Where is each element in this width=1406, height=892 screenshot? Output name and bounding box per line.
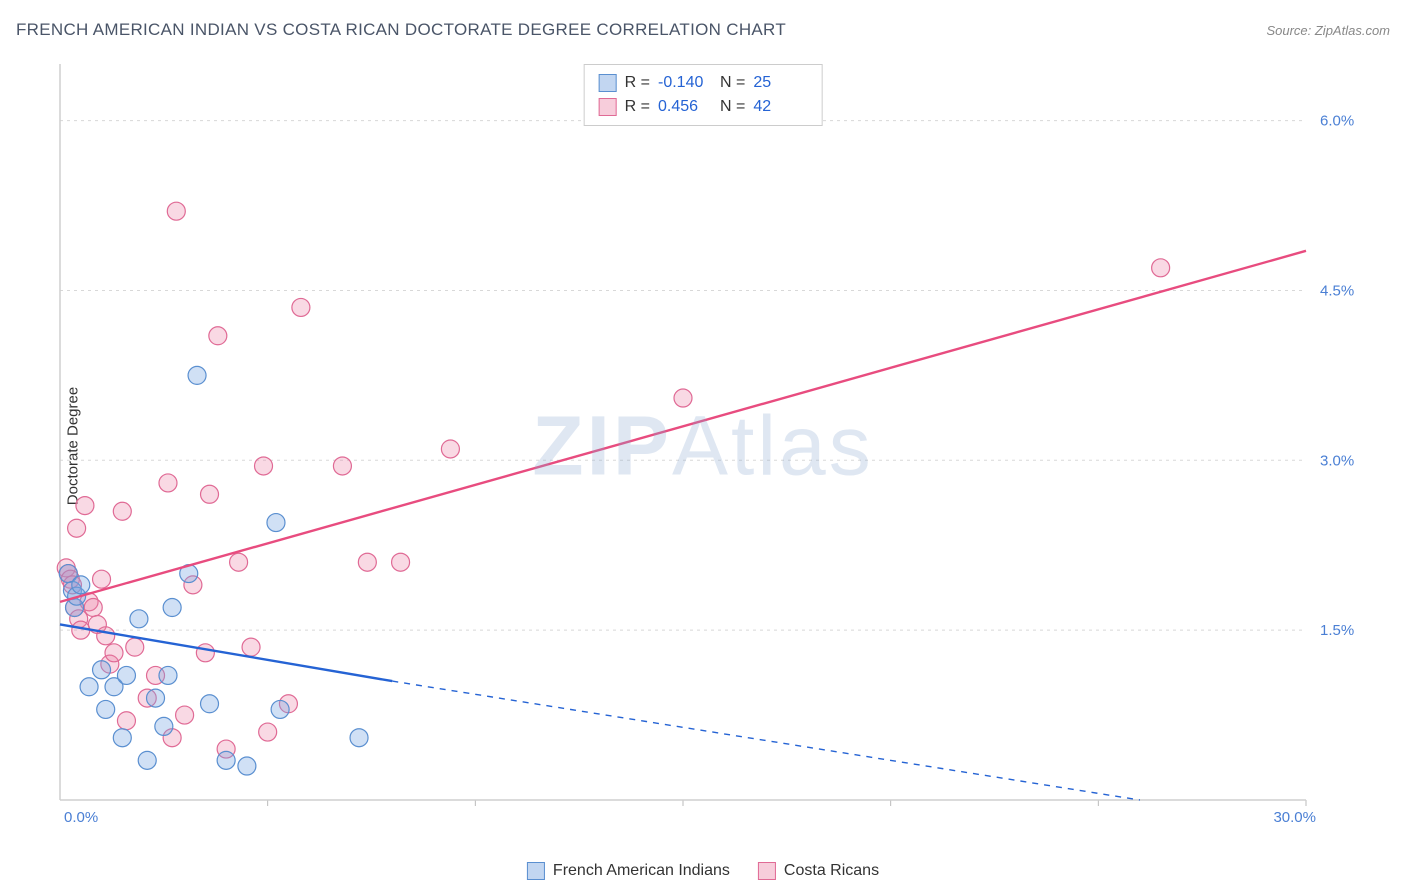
legend-label-blue: French American Indians bbox=[553, 862, 730, 880]
stats-swatch-blue bbox=[599, 74, 617, 92]
chart-source: Source: ZipAtlas.com bbox=[1266, 23, 1390, 38]
legend-label-pink: Costa Ricans bbox=[784, 862, 879, 880]
stats-r-value-1: -0.140 bbox=[658, 71, 712, 95]
stats-r-label: R = bbox=[625, 71, 650, 95]
chart-title: FRENCH AMERICAN INDIAN VS COSTA RICAN DO… bbox=[16, 20, 786, 40]
chart-svg: 1.5% 3.0% 4.5% 6.0% 0.0% 30.0% bbox=[56, 60, 1376, 830]
stats-n-label-2: N = bbox=[720, 95, 745, 119]
stats-n-value-1: 25 bbox=[753, 71, 807, 95]
stats-row-1: R = -0.140 N = 25 bbox=[599, 71, 808, 95]
legend-swatch-pink bbox=[758, 862, 776, 880]
stats-n-value-2: 42 bbox=[753, 95, 807, 119]
svg-text:4.5%: 4.5% bbox=[1320, 282, 1354, 299]
stats-r-label-2: R = bbox=[625, 95, 650, 119]
svg-text:0.0%: 0.0% bbox=[64, 809, 98, 826]
stats-box: R = -0.140 N = 25 R = 0.456 N = 42 bbox=[584, 64, 823, 126]
stats-row-2: R = 0.456 N = 42 bbox=[599, 95, 808, 119]
legend-item-blue: French American Indians bbox=[527, 862, 730, 880]
stats-swatch-pink bbox=[599, 98, 617, 116]
bottom-legend: French American Indians Costa Ricans bbox=[527, 862, 879, 880]
stats-n-label: N = bbox=[720, 71, 745, 95]
legend-item-pink: Costa Ricans bbox=[758, 862, 879, 880]
plot-area: 1.5% 3.0% 4.5% 6.0% 0.0% 30.0% bbox=[56, 60, 1376, 830]
svg-text:3.0%: 3.0% bbox=[1320, 452, 1354, 469]
legend-swatch-blue bbox=[527, 862, 545, 880]
chart-header: FRENCH AMERICAN INDIAN VS COSTA RICAN DO… bbox=[16, 20, 1390, 40]
stats-r-value-2: 0.456 bbox=[658, 95, 712, 119]
svg-text:6.0%: 6.0% bbox=[1320, 113, 1354, 130]
svg-text:30.0%: 30.0% bbox=[1273, 809, 1316, 826]
svg-text:1.5%: 1.5% bbox=[1320, 622, 1354, 639]
